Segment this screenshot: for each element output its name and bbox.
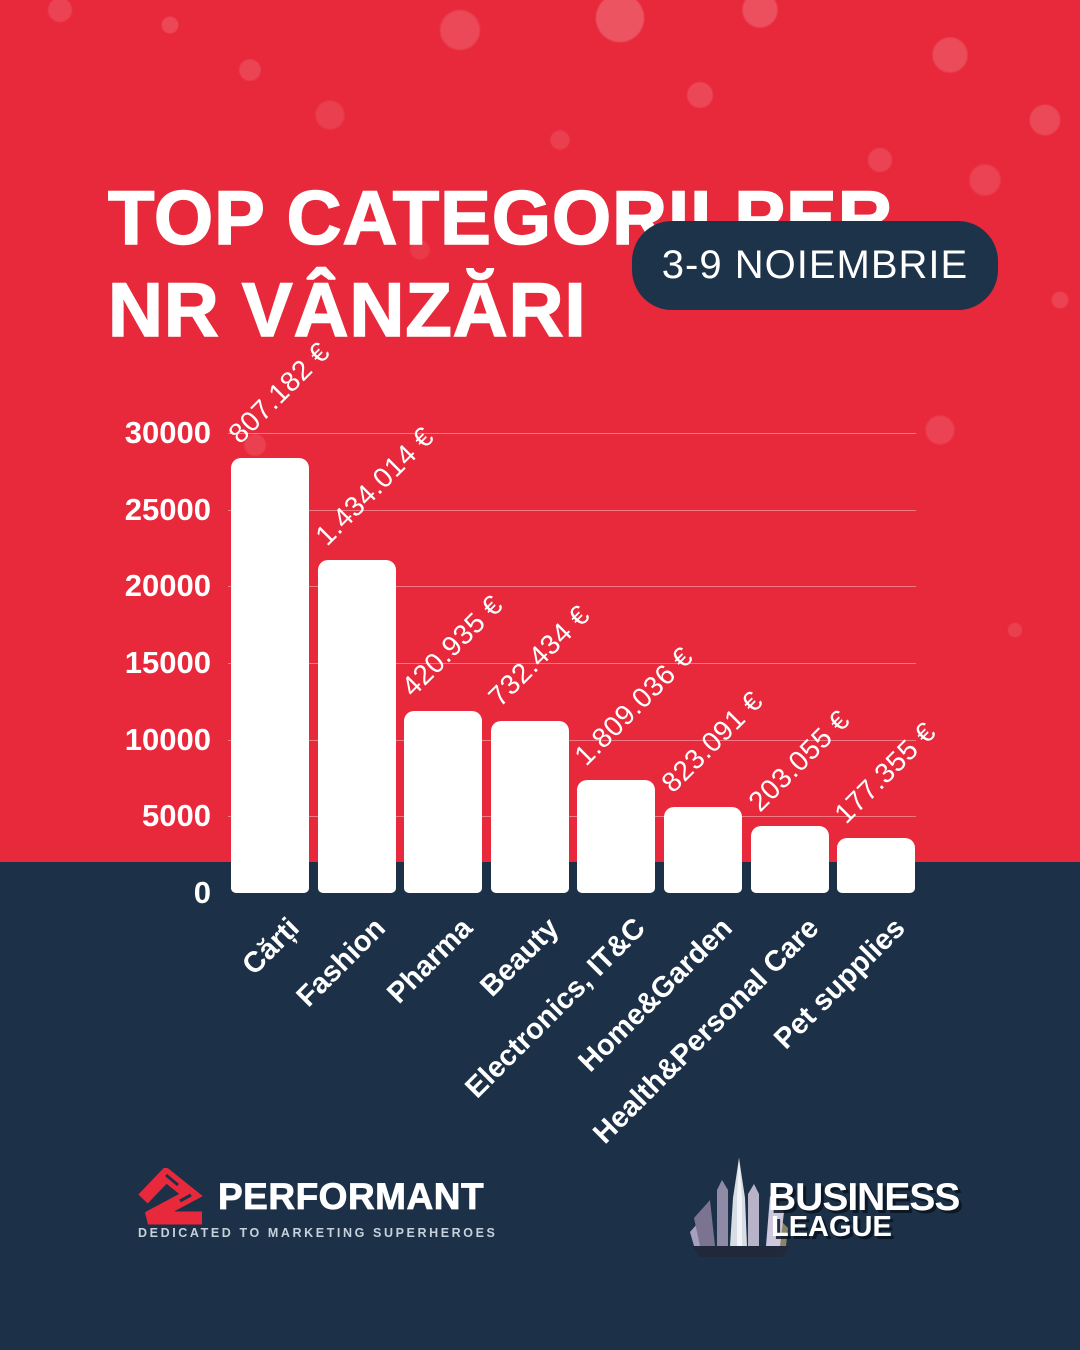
business-league-wordmark-line1: BUSINESS [768, 1176, 960, 1219]
page-title-line2: NR VÂNZĂRI [107, 267, 587, 354]
red-background [0, 0, 1080, 862]
performant-wordmark: PERFORMANT [218, 1176, 485, 1218]
business-league-castle-icon [690, 1158, 790, 1257]
performant-tagline: DEDICATED TO MARKETING SUPERHEROES [138, 1226, 498, 1240]
date-range-label: 3-9 NOIEMBRIE [661, 243, 969, 287]
navy-background [0, 862, 1080, 1350]
page-title: TOP CATEGORII PER NR VÂNZĂRI [107, 173, 894, 357]
2performant-logo-icon [138, 1168, 203, 1225]
date-range-badge: 3-9 NOIEMBRIE [632, 221, 998, 310]
business-league-wordmark-line2: LEAGUE [771, 1211, 892, 1243]
